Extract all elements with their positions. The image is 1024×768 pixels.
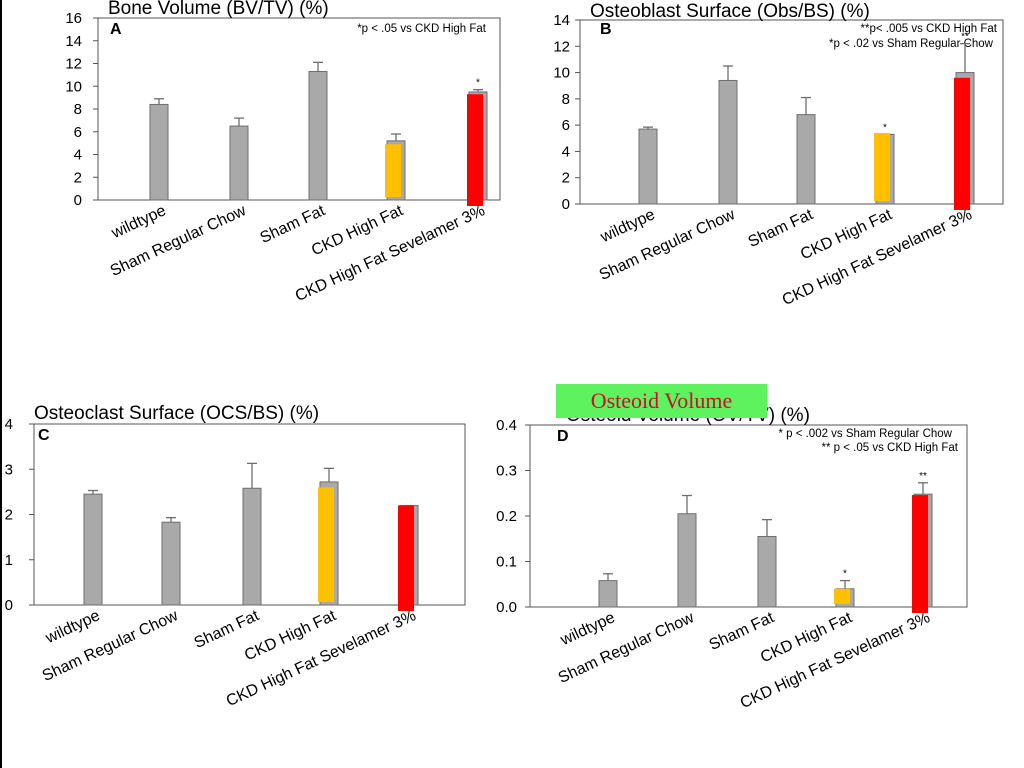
panel-b-bar [718, 79, 738, 205]
panel-b-y-tick-label: 12 [553, 38, 570, 55]
panel-d-x-category-label: wildtype [557, 609, 618, 649]
panel-d-bar [757, 535, 777, 608]
panel-c-title: Osteoclast Surface (OCS/BS) (%) [34, 403, 319, 424]
panel-a-x-category-label: wildtype [108, 202, 169, 242]
panel-d-highlight-gold-bar [834, 588, 850, 604]
panel-b-y-tick-label: 14 [553, 12, 570, 29]
panel-d-y-tick-label: 0.4 [496, 417, 517, 434]
panel-a-letter: A [110, 21, 122, 38]
panel-a-title: Bone Volume (BV/TV) (%) [108, 0, 329, 19]
panel-d-bar [598, 580, 618, 608]
panel-a-x-category-label: Sham Regular Chow [108, 202, 249, 280]
panel-b-significance-note: **p< .005 vs CKD High Fat [861, 23, 998, 35]
panel-c-x-category-label: Sham Regular Chow [40, 607, 181, 685]
panel-d-letter: D [557, 428, 569, 445]
panel-a-bar [308, 70, 328, 201]
left-border-line [0, 0, 2, 768]
panel-a-y-tick-label: 4 [74, 147, 82, 164]
panel-c-y-tick-label: 4 [5, 416, 13, 433]
panel-a-significance-marker: * [476, 78, 480, 89]
panel-b-y-tick-label: 10 [553, 65, 570, 82]
panel-d-significance-note: ** p < .05 vs CKD High Fat [822, 442, 959, 454]
panel-b-y-tick-label: 2 [562, 170, 570, 187]
panel-a-highlight-red-bar [467, 94, 483, 206]
panel-c-bar [161, 521, 181, 606]
panel-a-highlight-gold-bar [385, 144, 401, 197]
panel-d-y-tick-label: 0.0 [496, 599, 517, 616]
panel-a-y-tick-label: 6 [74, 124, 82, 141]
panel-b-letter: B [600, 21, 612, 38]
panel-c-bar [242, 487, 262, 606]
panel-c-highlight-red-bar [398, 505, 414, 611]
panel-a-y-tick-label: 0 [74, 192, 82, 209]
panel-c-y-tick-label: 2 [5, 507, 13, 524]
panel-d-y-tick-label: 0.1 [496, 554, 517, 571]
panel-a-significance-note: *p < .05 vs CKD High Fat [357, 23, 487, 35]
panel-a-y-tick-label: 14 [65, 33, 82, 50]
panel-c-y-tick-label: 3 [5, 461, 13, 478]
panel-b-highlight-gold-bar [874, 133, 890, 201]
panel-d-y-tick-label: 0.3 [496, 463, 517, 480]
panel-d-y-tick-label: 0.2 [496, 508, 517, 525]
panel-c-highlight-gold-bar [318, 487, 334, 602]
panel-d-bar [677, 513, 697, 608]
panel-a-bar [229, 125, 249, 201]
panel-a-bar [149, 103, 169, 201]
panel-b-x-category-label: Sham Regular Chow [597, 206, 738, 284]
panel-d-x-category-label: Sham Regular Chow [556, 609, 697, 687]
panel-c-x-category-label: wildtype [42, 607, 103, 647]
panel-a-y-tick-label: 10 [65, 78, 82, 95]
panel-d-significance-marker: ** [919, 471, 927, 482]
panel-b-title: Osteoblast Surface (Obs/BS) (%) [590, 1, 870, 22]
panel-c-bar [83, 493, 103, 606]
panel-a-y-tick-label: 8 [74, 101, 82, 118]
panel-b-y-tick-label: 6 [562, 117, 570, 134]
panel-b-bar [638, 128, 658, 205]
panel-c-y-tick-label: 0 [5, 597, 13, 614]
panel-b-highlight-red-bar [954, 77, 970, 210]
panel-a-y-tick-label: 2 [74, 169, 82, 186]
panel-a-y-tick-label: 16 [65, 10, 82, 27]
panel-d-highlight-red-bar [912, 495, 928, 613]
panel-c-letter: C [38, 427, 50, 444]
panel-a-y-tick-label: 12 [65, 56, 82, 73]
panel-c-y-tick-label: 1 [5, 552, 13, 569]
panel-b-significance-marker: ** [961, 32, 969, 43]
panel-b-significance-marker: * [883, 122, 887, 133]
panel-b-significance-note: *p < .02 vs Sham Regular Chow [829, 38, 994, 50]
panel-d-significance-note: * p < .002 vs Sham Regular Chow [778, 428, 952, 440]
panel-b-y-tick-label: 4 [562, 143, 570, 160]
panel-b-y-tick-label: 0 [562, 196, 570, 213]
panel-b-plot-frame [579, 19, 1004, 205]
osteoid-volume-label: Osteoid Volume [556, 384, 767, 418]
panel-d-significance-marker: * [843, 569, 847, 580]
panel-b-bar [796, 114, 816, 205]
panel-b-x-category-label: wildtype [597, 206, 658, 246]
panel-b-y-tick-label: 8 [562, 91, 570, 108]
